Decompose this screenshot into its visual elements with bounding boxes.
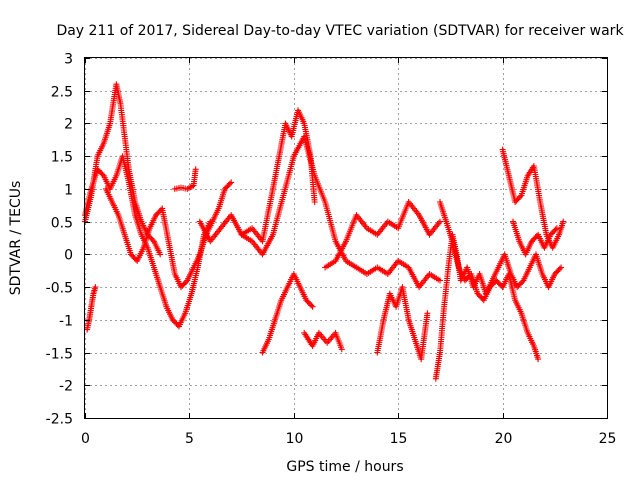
y-tick-label: -0.5	[46, 281, 73, 297]
x-tick-label: 0	[81, 431, 90, 447]
data-point	[147, 234, 154, 241]
x-tick-labels: 0 5 10 15 20 25	[81, 431, 616, 447]
data-point	[99, 171, 106, 178]
y-tick-label: -2.5	[46, 412, 73, 428]
y-tick-labels: -2.5 -2 -1.5 -1 -0.5 0 0.5 1 1.5 2 2.5 3	[46, 52, 73, 428]
data-point	[311, 199, 318, 205]
y-tick-label: -2	[59, 379, 73, 395]
y-tick-label: 1	[64, 183, 73, 199]
x-tick-label: 15	[390, 431, 408, 447]
series-s8	[259, 271, 316, 356]
data-point	[157, 251, 164, 258]
data-point	[556, 265, 563, 272]
data-point	[178, 284, 184, 291]
chart-title: Day 211 of 2017, Sidereal Day-to-day VTE…	[56, 23, 624, 39]
y-tick-label: 1.5	[51, 150, 73, 166]
data-point	[228, 179, 235, 186]
series-s14	[499, 146, 567, 251]
series-s3	[84, 284, 99, 333]
data-point	[309, 303, 316, 310]
y-axis-label: SDTVAR / TECUs	[8, 181, 24, 296]
y-tick-label: 0	[64, 248, 73, 264]
y-tick-label: -1.5	[46, 347, 73, 363]
series-s4	[102, 179, 235, 291]
y-tick-label: 0.5	[51, 216, 73, 232]
data-point	[437, 218, 443, 225]
data-point	[92, 284, 99, 291]
data-point	[517, 193, 524, 200]
data-point	[154, 210, 161, 217]
x-axis-label: GPS time / hours	[286, 459, 403, 475]
data-point	[192, 166, 199, 173]
data-point	[477, 293, 483, 300]
data-point	[338, 346, 345, 353]
x-tick-label: 5	[185, 431, 194, 447]
series-s2	[82, 81, 164, 258]
data-point	[553, 225, 560, 232]
series-s9	[301, 329, 345, 353]
data-point	[552, 226, 559, 233]
data-point	[558, 264, 565, 271]
y-tick-label: 2.5	[51, 85, 73, 101]
series-s12	[432, 231, 565, 382]
data-point	[308, 302, 315, 309]
data-point	[226, 180, 233, 187]
series-s5	[171, 166, 199, 192]
series-s13	[437, 199, 542, 363]
data-points	[82, 81, 567, 382]
data-point	[519, 278, 526, 285]
series-s7	[238, 107, 318, 245]
plot-frame	[84, 57, 608, 419]
x-tick-label: 10	[286, 431, 304, 447]
data-point	[560, 218, 567, 225]
data-point	[183, 278, 190, 285]
series-s11	[374, 284, 431, 363]
data-point	[535, 356, 542, 363]
y-tick-label: -1	[59, 314, 73, 330]
series-s15	[510, 218, 560, 258]
x-tick-label: 20	[495, 431, 513, 447]
data-point	[170, 318, 177, 325]
axis-ticks	[85, 58, 608, 419]
y-tick-label: 2	[64, 117, 73, 133]
series-s6	[196, 133, 443, 291]
data-point	[424, 310, 431, 317]
series-s10	[322, 199, 443, 271]
y-tick-label: 3	[64, 52, 73, 68]
x-tick-label: 25	[599, 431, 617, 447]
data-point	[149, 237, 156, 243]
data-point	[223, 184, 230, 191]
data-point	[437, 277, 443, 284]
